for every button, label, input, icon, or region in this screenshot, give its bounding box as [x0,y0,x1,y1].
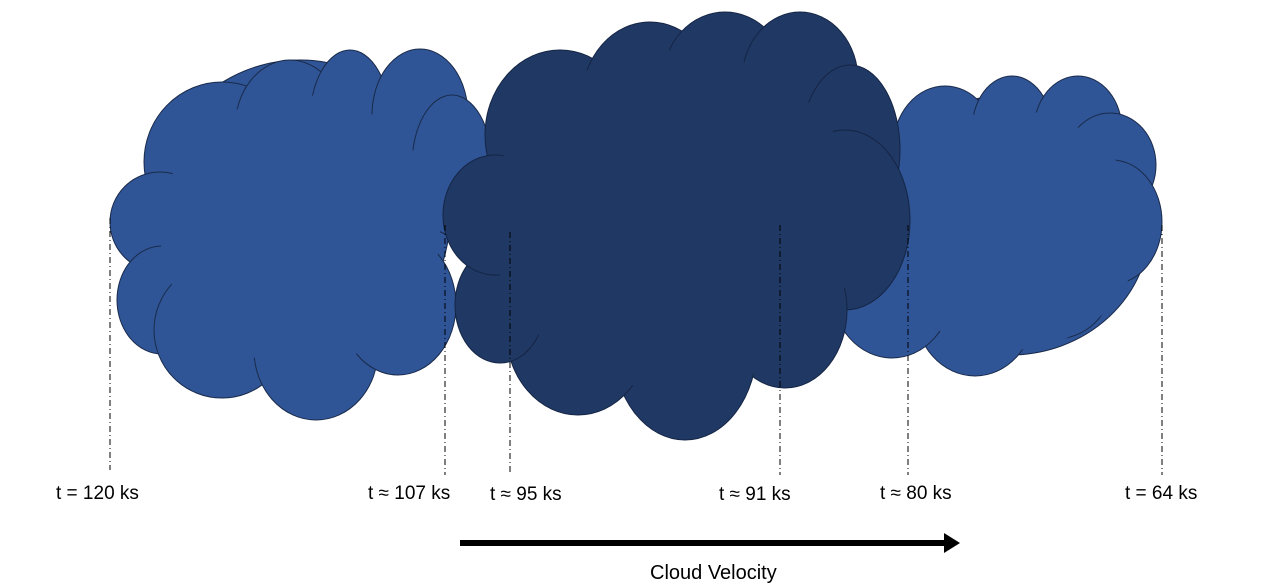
time-label: t ≈ 95 ks [490,484,562,505]
left-cloud [109,48,493,421]
time-label: t ≈ 91 ks [719,484,791,505]
velocity-arrow [460,533,960,553]
velocity-label: Cloud Velocity [650,562,777,584]
time-label: t ≈ 80 ks [880,483,952,504]
right-cloud [831,75,1163,377]
time-label: t = 120 ks [56,483,139,504]
velocity-arrow-head [944,533,960,553]
central-cloud [442,11,911,441]
time-label: t = 64 ks [1125,483,1198,504]
time-label: t ≈ 107 ks [368,483,451,504]
time-guide-lines [109,218,1163,475]
